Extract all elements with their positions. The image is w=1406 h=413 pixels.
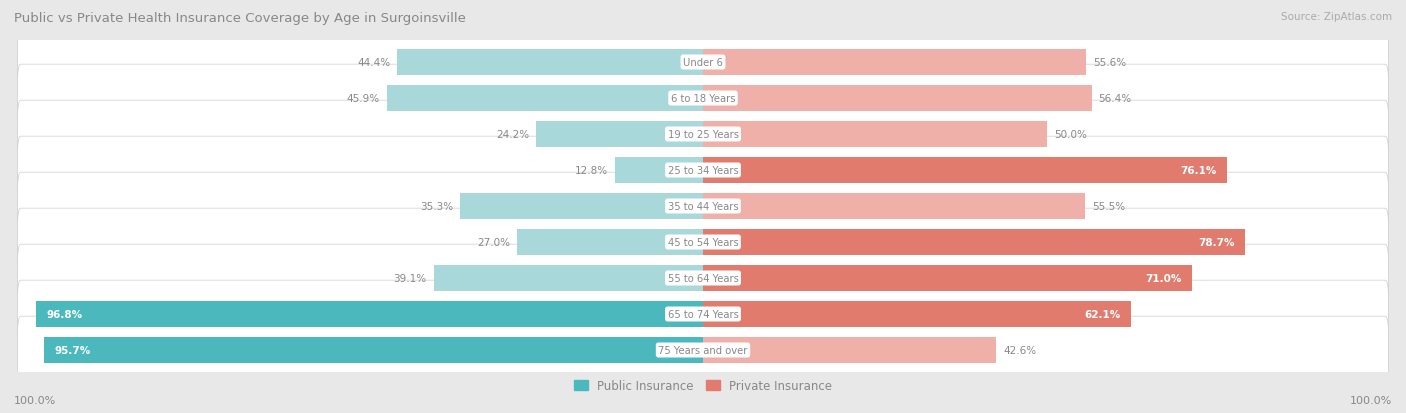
Bar: [387, 86, 703, 112]
FancyBboxPatch shape: [17, 65, 1389, 133]
Bar: [614, 158, 703, 183]
Text: 56.4%: 56.4%: [1098, 94, 1132, 104]
Bar: [703, 50, 1085, 76]
Text: 24.2%: 24.2%: [496, 130, 530, 140]
Bar: [433, 266, 703, 291]
FancyBboxPatch shape: [17, 173, 1389, 240]
Bar: [703, 301, 1130, 327]
Text: 96.8%: 96.8%: [46, 309, 83, 319]
Text: 12.8%: 12.8%: [575, 166, 607, 176]
Text: 27.0%: 27.0%: [477, 237, 510, 247]
Text: 50.0%: 50.0%: [1054, 130, 1087, 140]
FancyBboxPatch shape: [17, 137, 1389, 204]
Bar: [396, 50, 703, 76]
Text: 65 to 74 Years: 65 to 74 Years: [668, 309, 738, 319]
Text: 55 to 64 Years: 55 to 64 Years: [668, 273, 738, 283]
Text: Under 6: Under 6: [683, 58, 723, 68]
Bar: [703, 337, 997, 363]
FancyBboxPatch shape: [17, 209, 1389, 276]
Bar: [37, 301, 703, 327]
Text: 78.7%: 78.7%: [1198, 237, 1234, 247]
Text: 55.5%: 55.5%: [1092, 202, 1125, 211]
Text: 6 to 18 Years: 6 to 18 Years: [671, 94, 735, 104]
Bar: [536, 122, 703, 147]
Text: 75 Years and over: 75 Years and over: [658, 345, 748, 355]
Bar: [703, 230, 1246, 255]
Text: 71.0%: 71.0%: [1146, 273, 1182, 283]
Text: 55.6%: 55.6%: [1092, 58, 1126, 68]
Bar: [703, 266, 1192, 291]
Text: 39.1%: 39.1%: [394, 273, 427, 283]
Text: 76.1%: 76.1%: [1181, 166, 1218, 176]
Text: 45 to 54 Years: 45 to 54 Years: [668, 237, 738, 247]
Bar: [703, 86, 1091, 112]
Bar: [517, 230, 703, 255]
Text: 100.0%: 100.0%: [14, 395, 56, 405]
FancyBboxPatch shape: [17, 244, 1389, 312]
Bar: [703, 194, 1085, 219]
Bar: [460, 194, 703, 219]
Text: 25 to 34 Years: 25 to 34 Years: [668, 166, 738, 176]
Text: 42.6%: 42.6%: [1004, 345, 1036, 355]
Text: 100.0%: 100.0%: [1350, 395, 1392, 405]
Text: 62.1%: 62.1%: [1084, 309, 1121, 319]
Text: 35 to 44 Years: 35 to 44 Years: [668, 202, 738, 211]
Bar: [703, 122, 1047, 147]
Text: Public vs Private Health Insurance Coverage by Age in Surgoinsville: Public vs Private Health Insurance Cover…: [14, 12, 465, 25]
Text: 19 to 25 Years: 19 to 25 Years: [668, 130, 738, 140]
Text: 45.9%: 45.9%: [347, 94, 380, 104]
FancyBboxPatch shape: [17, 29, 1389, 97]
Legend: Public Insurance, Private Insurance: Public Insurance, Private Insurance: [574, 379, 832, 392]
Bar: [703, 158, 1227, 183]
Text: 35.3%: 35.3%: [420, 202, 453, 211]
FancyBboxPatch shape: [17, 101, 1389, 169]
Text: 44.4%: 44.4%: [357, 58, 391, 68]
Text: Source: ZipAtlas.com: Source: ZipAtlas.com: [1281, 12, 1392, 22]
Bar: [44, 337, 703, 363]
Text: 95.7%: 95.7%: [53, 345, 90, 355]
FancyBboxPatch shape: [17, 280, 1389, 348]
FancyBboxPatch shape: [17, 316, 1389, 384]
